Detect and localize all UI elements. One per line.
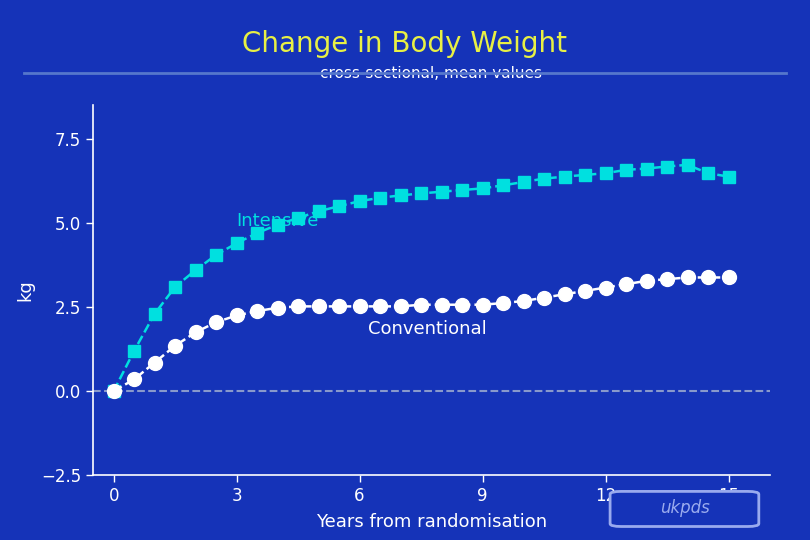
X-axis label: Years from randomisation: Years from randomisation — [316, 514, 547, 531]
Text: Change in Body Weight: Change in Body Weight — [242, 30, 568, 58]
Text: ukpds: ukpds — [659, 500, 710, 517]
Text: cross-sectional, mean values: cross-sectional, mean values — [320, 66, 543, 81]
Text: Intensive: Intensive — [237, 212, 319, 231]
Y-axis label: kg: kg — [16, 279, 34, 301]
Text: Conventional: Conventional — [368, 320, 487, 338]
FancyBboxPatch shape — [610, 491, 759, 526]
